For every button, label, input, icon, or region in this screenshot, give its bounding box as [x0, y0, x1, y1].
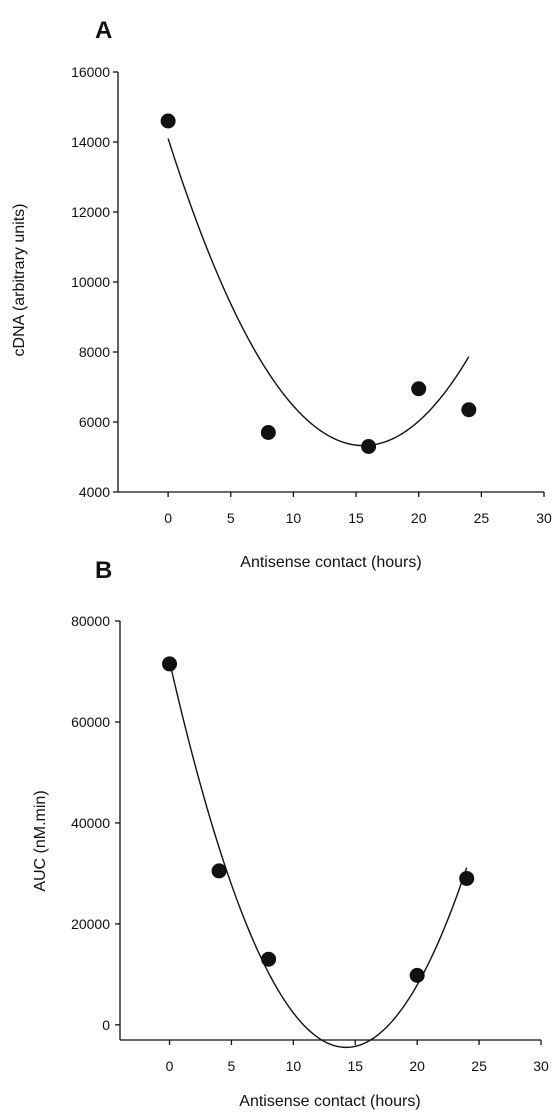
panel-b-label: B	[95, 557, 112, 584]
panel-b-y-tick-label: 0	[102, 1017, 110, 1033]
panel-b-data-point	[409, 967, 425, 983]
panel-b-data-point	[459, 870, 475, 886]
panel-b-x-tick-label: 15	[347, 1058, 363, 1074]
panel-b-x-tick-label: 10	[286, 1058, 302, 1074]
panel-a-x-tick-label: 25	[474, 510, 490, 526]
panel-b-y-tick-label: 60000	[71, 714, 110, 730]
panel-b-x-tick-label: 20	[409, 1058, 425, 1074]
panel-a-data-point	[260, 425, 276, 440]
panel-b-x-tick-label: 30	[533, 1058, 549, 1074]
panel-b-y-axis-title: AUC (nM.min)	[32, 790, 49, 891]
panel-b-y-tick-label: 20000	[71, 916, 110, 932]
panel-b-data-point	[211, 863, 227, 879]
panel-a-y-tick-label: 16000	[71, 64, 110, 80]
panel-a-x-tick-label: 0	[164, 510, 172, 526]
panel-a-y-tick-label: 12000	[71, 204, 110, 220]
panel-a-y-axis-title: cDNA (arbitrary units)	[11, 204, 28, 357]
chart-panel-b: B Antisense contact (hours) AUC (nM.min)…	[32, 557, 549, 1110]
panel-b-x-axis-title: Antisense contact (hours)	[239, 1093, 420, 1110]
panel-b-y-tick-label: 80000	[71, 613, 110, 629]
panel-a-data-point	[160, 113, 176, 129]
panel-a-label: A	[95, 17, 112, 44]
panel-b-x-tick-label: 25	[471, 1058, 487, 1074]
panel-a-data-point	[361, 439, 377, 454]
panel-b-fit-curve	[168, 661, 468, 1049]
panel-b-data-point	[261, 951, 277, 967]
panel-a-y-tick-label: 4000	[79, 484, 110, 500]
panel-b-x-tick-label: 5	[228, 1058, 236, 1074]
chart-panel-a: A Antisense contact (hours) cDNA (arbitr…	[11, 17, 552, 571]
panel-a-x-tick-label: 15	[348, 510, 364, 526]
panel-a-x-tick-label: 5	[227, 510, 235, 526]
panel-a-y-tick-label: 8000	[79, 344, 110, 360]
panel-a-x-tick-label: 10	[286, 510, 302, 526]
panel-a-fit-curve	[167, 138, 470, 447]
panel-a-x-tick-label: 20	[411, 510, 427, 526]
panel-a-data-point	[461, 402, 477, 418]
panel-a-data-point	[411, 381, 427, 397]
panel-b-y-tick-label: 40000	[71, 815, 110, 831]
panel-b-data-point	[162, 656, 178, 672]
panel-a-y-tick-label: 14000	[71, 134, 110, 150]
panel-a-x-axis-title: Antisense contact (hours)	[240, 554, 421, 571]
panel-b-x-tick-label: 0	[166, 1058, 174, 1074]
panel-a-x-tick-label: 30	[536, 510, 552, 526]
panel-a-y-tick-label: 10000	[71, 274, 110, 290]
panel-a-y-tick-label: 6000	[79, 414, 110, 430]
